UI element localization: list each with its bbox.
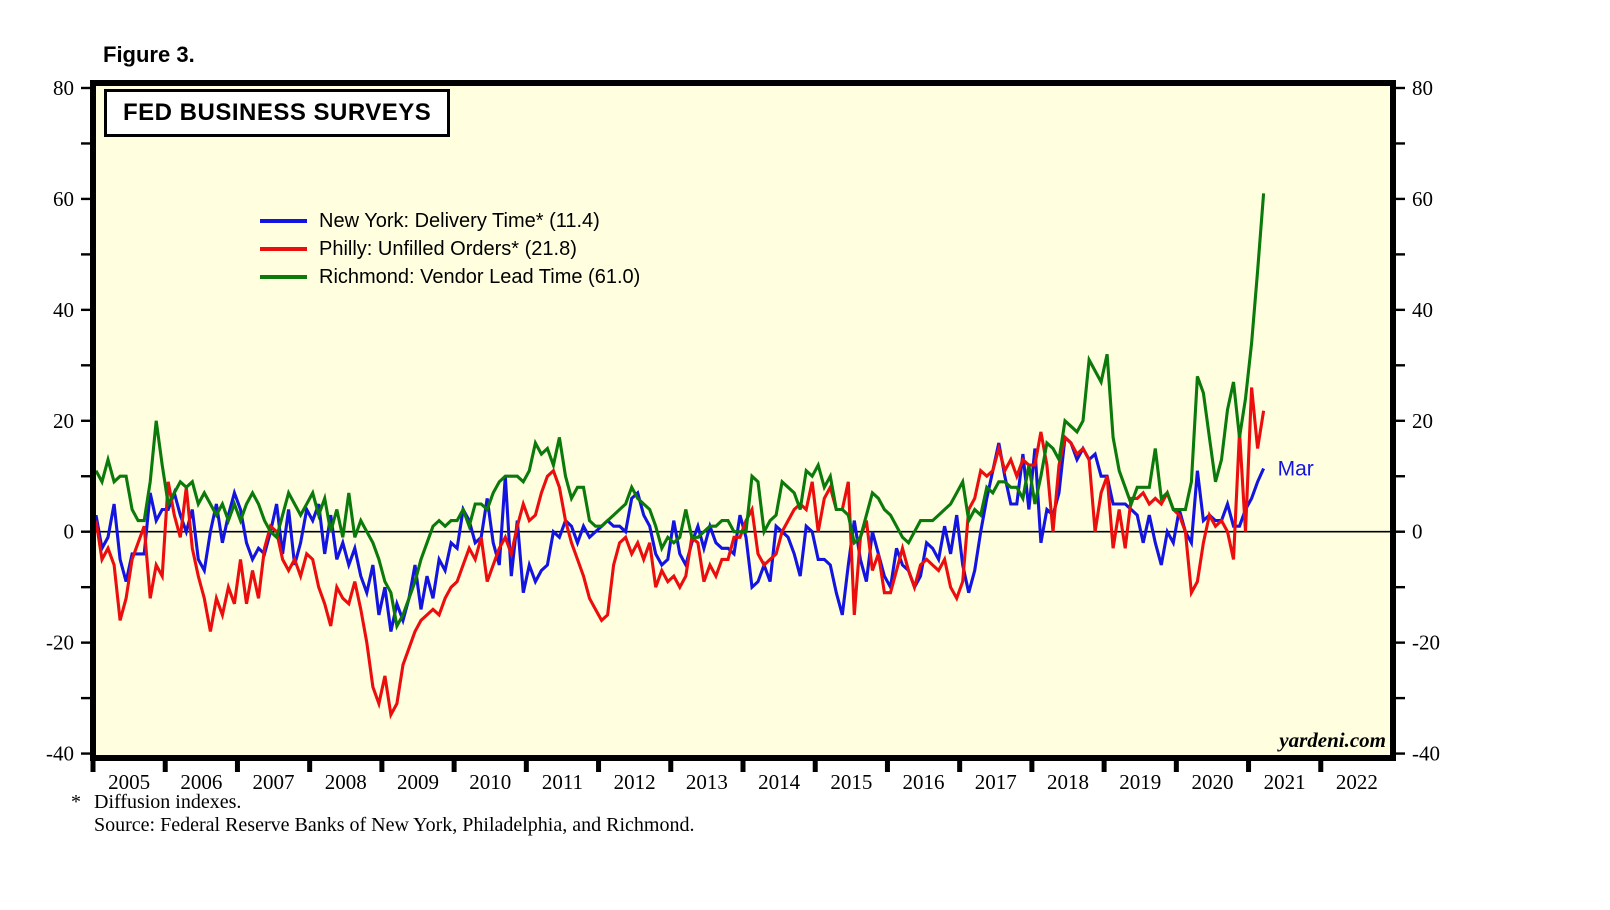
x-year-label: 2011 [542,770,583,794]
legend-line-red-icon [260,247,307,251]
y-tick-label-left: -20 [46,631,74,655]
y-tick-label-left: 40 [53,298,74,322]
x-tick [379,758,385,772]
x-tick [90,758,96,772]
x-tick [234,758,240,772]
x-year-label: 2010 [469,770,511,794]
x-year-label: 2013 [686,770,728,794]
x-tick [668,758,674,772]
series-line-2 [94,193,1266,631]
legend-label-new-york: New York: Delivery Time* (11.4) [319,209,600,232]
legend-item-richmond: Richmond: Vendor Lead Time (61.0) [260,263,640,291]
y-tick-label-right: -20 [1412,631,1440,655]
x-year-label: 2005 [108,770,150,794]
legend-label-richmond: Richmond: Vendor Lead Time (61.0) [319,265,641,288]
legend-line-green-icon [260,275,307,279]
x-axis: 2005 2006 2007 2008 2009 2010 2011 2012 2013 2014… [90,758,1378,794]
legend-line-blue-icon [260,219,307,223]
x-tick [162,758,168,772]
x-tick [1318,758,1324,772]
x-tick [1029,758,1035,772]
x-tick [451,758,457,772]
x-year-label: 2019 [1119,770,1161,794]
x-year-label: 2006 [180,770,222,794]
y-tick-label-left: -40 [46,742,74,766]
plot-border [90,80,1396,761]
y-tick-label-right: 20 [1412,409,1433,433]
x-year-label: 2021 [1264,770,1306,794]
watermark: yardeni.com [1276,728,1386,752]
x-year-label: 2022 [1336,770,1378,794]
x-tick [1101,758,1107,772]
x-tick [523,758,529,772]
y-tick-label-right: 80 [1412,76,1433,100]
x-year-label: 2016 [903,770,945,794]
footnote-line1: Diffusion indexes. [94,791,242,813]
x-tick [740,758,746,772]
x-year-label: 2012 [614,770,656,794]
x-year-label: 2015 [830,770,872,794]
series-line-1 [94,387,1266,720]
figure-label: Figure 3. [103,42,195,67]
y-tick-label-right: -40 [1412,742,1440,766]
plot-area [93,83,1393,758]
legend-item-philly: Philly: Unfilled Orders* (21.8) [260,235,640,263]
y-tick-label-left: 60 [53,187,74,211]
x-year-label: 2014 [758,770,801,794]
x-year-label: 2008 [325,770,367,794]
x-tick [1173,758,1179,772]
x-tick [812,758,818,772]
y-tick-label-left: 20 [53,409,74,433]
y-tick-label-right: 40 [1412,298,1433,322]
x-tick [307,758,313,772]
x-year-label: 2007 [253,770,295,794]
chart-title-box: FED BUSINESS SURVEYS [104,89,451,137]
legend: New York: Delivery Time* (11.4) Philly: … [260,207,640,291]
legend-item-new-york: New York: Delivery Time* (11.4) [260,207,640,235]
y-tick-label-left: 0 [64,520,75,544]
x-tick [596,758,602,772]
footnote-asterisk: * [71,791,81,813]
x-year-label: 2018 [1047,770,1089,794]
x-year-label: 2017 [975,770,1017,794]
x-tick [1246,758,1252,772]
footnote-source: Source: Federal Reserve Banks of New Yor… [94,814,695,836]
legend-label-philly: Philly: Unfilled Orders* (21.8) [319,237,577,260]
x-year-label: 2020 [1191,770,1233,794]
last-month-label: Mar [1278,457,1314,480]
footnotes: * Diffusion indexes. Source: Federal Res… [71,791,694,837]
x-tick [884,758,890,772]
series-group [94,193,1266,720]
y-tick-label-right: 60 [1412,187,1433,211]
x-tick [957,758,963,772]
y-tick-label-right: 0 [1412,520,1423,544]
chart-title: FED BUSINESS SURVEYS [123,99,432,126]
x-year-label: 2009 [397,770,439,794]
y-tick-label-left: 80 [53,76,74,100]
